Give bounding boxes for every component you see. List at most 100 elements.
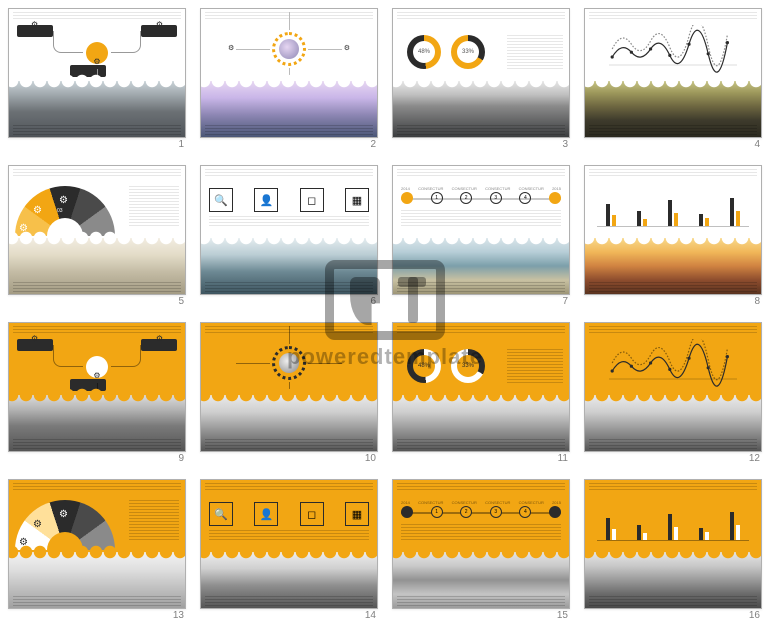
photo-sunset-bw [585,552,761,608]
slide-number: 2 [200,138,378,151]
user-icon: 👤 [254,188,278,212]
grid-icon: ▦ [345,502,369,526]
timeline-node: 3 [490,506,502,518]
bar-chart [597,184,749,226]
donut-left: 48% [407,349,441,383]
cell-12: 12 [584,322,762,465]
slide-number: 13 [8,609,186,622]
slide-thumb[interactable] [584,165,762,295]
timeline-node: 2 [460,192,472,204]
donut-left: 48% [407,35,441,69]
gear-icon: ⚙ [33,205,42,216]
square-icon: ◻ [300,502,324,526]
cell-2: ⚙ ⚙ 2 [200,8,378,151]
slide-thumb-grid: ⚙ ⚙ ⚙ 1 [0,0,770,630]
slide-thumb[interactable]: 🔍 👤 ◻ ▦ [200,165,378,295]
photo-beach-bw [9,552,185,608]
cell-10: 10 [200,322,378,465]
timeline-year: 2015 [552,186,561,191]
gear-icon: ⚙ [31,20,38,29]
slide-thumb[interactable] [200,322,378,452]
donut-left-label: 48% [413,41,435,63]
fan-chart: ⚙ ⚙ ⚙ 03 [15,186,115,236]
icon-row: 🔍 👤 ◻ ▦ [209,188,369,212]
line-chart [591,339,755,387]
timeline-label: CONSECTUR [485,500,510,505]
timeline-node: 4 [519,506,531,518]
slide-thumb[interactable]: ⚙ ⚙ [200,8,378,138]
search-icon: 🔍 [209,502,233,526]
donut-right-label: 33% [457,355,479,377]
grid-icon: ▦ [345,188,369,212]
timeline-node: 1 [431,506,443,518]
slide-thumb[interactable]: ⚙ ⚙ ⚙ [8,8,186,138]
photo-shore [393,238,569,294]
slide-thumb[interactable]: 48% 33% [392,8,570,138]
slide-thumb[interactable]: ⚙ ⚙ ⚙ [8,322,186,452]
slide-number: 14 [200,609,378,622]
timeline-label: CONSECTUR [418,186,443,191]
slide-number: 7 [392,295,570,308]
slide-thumb[interactable]: 2014 CONSECTUR CONSECTUR CONSECTUR CONSE… [392,165,570,295]
timeline-year: 2014 [401,186,410,191]
photo-sea [201,81,377,137]
timeline-endpoint [401,506,413,518]
gear-icon: ⚙ [59,509,68,520]
slide-number: 1 [8,138,186,151]
timeline-label: CONSECTUR [452,500,477,505]
timeline-node: 2 [460,506,472,518]
cell-8: 8 [584,165,762,308]
donut-right: 33% [451,35,485,69]
slide-number: 11 [392,452,570,465]
ring-hub [272,346,306,380]
cell-3: 48% 33% 3 [392,8,570,151]
search-icon: 🔍 [209,188,233,212]
slide-thumb[interactable] [584,322,762,452]
slide-number: 9 [8,452,186,465]
cell-5: ⚙ ⚙ ⚙ 03 5 [8,165,186,308]
slide-thumb[interactable] [584,479,762,609]
cell-4: 4 [584,8,762,151]
gear-icon: ⚙ [156,20,163,29]
cell-11: 48% 33% 11 [392,322,570,465]
timeline-label: CONSECTUR [519,186,544,191]
slide-thumb[interactable]: ⚙ ⚙ ⚙ [8,479,186,609]
timeline-label: CONSECTUR [452,186,477,191]
timeline-endpoint [549,192,561,204]
line-chart [591,25,755,73]
cell-1: ⚙ ⚙ ⚙ 1 [8,8,186,151]
slide-number: 15 [392,609,570,622]
photo-road-bw [585,395,761,451]
cell-7: 2014 CONSECTUR CONSECTUR CONSECTUR CONSE… [392,165,570,308]
slide-thumb[interactable]: ⚙ ⚙ ⚙ 03 [8,165,186,295]
slide-thumb[interactable]: 2014 CONSECTUR CONSECTUR CONSECTUR CONSE… [392,479,570,609]
timeline-label: CONSECTUR [418,500,443,505]
slide-thumb[interactable]: 🔍 👤 ◻ ▦ [200,479,378,609]
timeline-endpoint [401,192,413,204]
gear-icon: ⚙ [33,519,42,530]
photo-road [585,81,761,137]
slide-thumb[interactable]: 48% 33% [392,322,570,452]
icon-row: 🔍 👤 ◻ ▦ [209,502,369,526]
bar-chart [597,498,749,540]
gear-icon: ⚙ [59,195,68,206]
donut-right: 33% [451,349,485,383]
square-icon: ◻ [300,188,324,212]
fan-chart: ⚙ ⚙ ⚙ [15,500,115,550]
timeline-year: 2014 [401,500,410,505]
slide-number: 3 [392,138,570,151]
timeline-label: CONSECTUR [519,500,544,505]
gear-icon: ⚙ [228,44,234,52]
gear-icon: ⚙ [93,371,100,380]
cell-15: 2014 CONSECTUR CONSECTUR CONSECTUR CONSE… [392,479,570,622]
donut-right-label: 33% [457,41,479,63]
slide-thumb[interactable] [584,8,762,138]
gear-icon: ⚙ [156,334,163,343]
timeline-year: 2015 [552,500,561,505]
timeline-node: 4 [519,192,531,204]
photo-wave [201,238,377,294]
slide-number: 16 [584,609,762,622]
photo-sea-bw [201,395,377,451]
gear-icon: ⚙ [93,57,100,66]
photo-city-bw [9,395,185,451]
